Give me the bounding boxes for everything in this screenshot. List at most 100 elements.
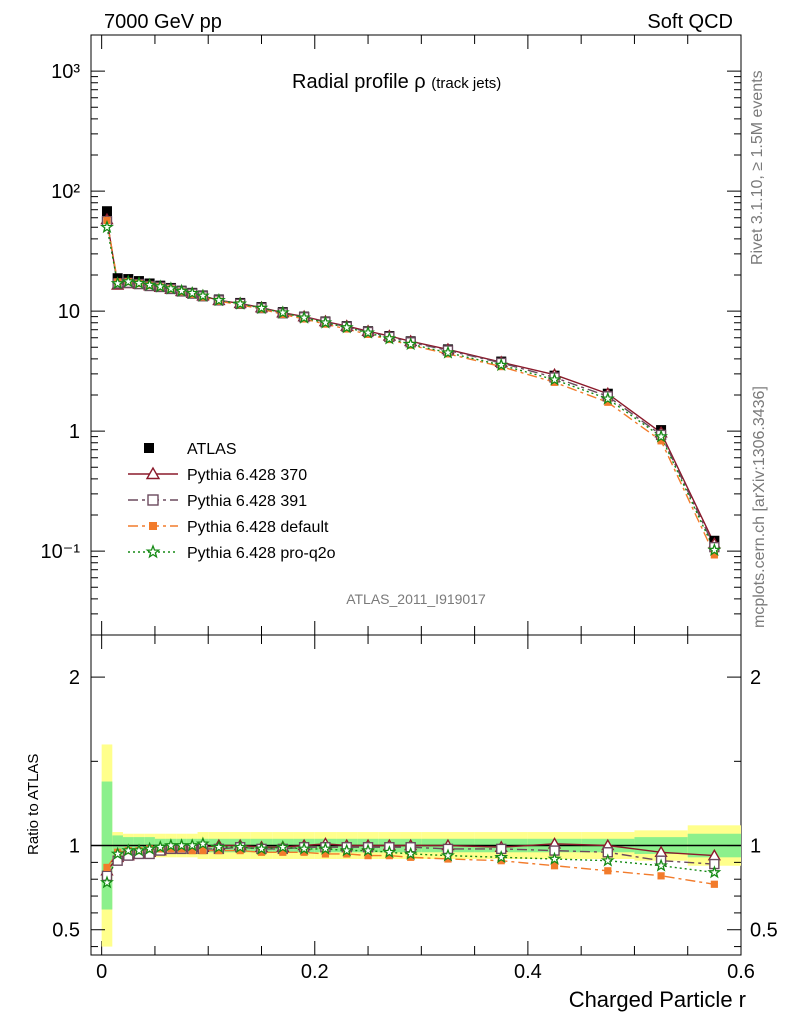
ratio-line-1 [106, 846, 715, 877]
ratio-marker-2 [710, 880, 718, 888]
legend-marker [149, 522, 157, 530]
ratio-marker-3 [494, 850, 509, 864]
series-marker-4 [441, 345, 455, 359]
series-marker-4 [707, 542, 722, 557]
header-left-label: 7000 GeV pp [104, 11, 222, 33]
ratio-marker-2 [177, 845, 186, 853]
ratio-marker-3 [254, 841, 269, 855]
ratio-marker-3 [211, 839, 226, 854]
series-marker-4 [403, 336, 418, 351]
x-axis-label: Charged Particle r [569, 987, 746, 1012]
series-marker-4 [361, 325, 375, 339]
analysis-id-label: ATLAS_2011_I919017 [346, 591, 486, 607]
series-marker-4 [153, 279, 168, 293]
series-marker-4 [185, 285, 200, 300]
legend-marker [145, 544, 161, 559]
x-tick-label: 0 [96, 961, 107, 983]
main-title-text: Radial profile ρ [292, 71, 426, 93]
series-marker-4 [100, 219, 114, 234]
series-marker-4 [121, 274, 136, 288]
ratio-plot-frame [90, 634, 742, 956]
legend-label: Pythia 6.428 370 [187, 467, 307, 484]
ratio-y-tick-label-right: 0.5 [750, 920, 778, 942]
ratio-marker-3 [110, 846, 125, 860]
x-tick-label: 0.6 [727, 961, 755, 983]
ratio-marker-2 [167, 845, 175, 853]
ratio-marker-3 [185, 838, 200, 852]
ratio-marker-2 [364, 852, 372, 860]
legend-marker-atlas [144, 443, 154, 453]
series-marker-4 [254, 300, 269, 315]
ratio-marker-2 [257, 848, 266, 856]
ratio-y-tick-label-right: 1 [750, 836, 761, 858]
ratio-y-tick-label: 1 [69, 836, 80, 858]
ratio-marker-3 [121, 843, 136, 857]
ratio-plot-area: 0.5 0.5 1 1 2 2 0 0.2 0.4 0.6 [52, 635, 778, 983]
series-marker-4 [132, 275, 146, 290]
ratio-marker-2 [657, 872, 665, 880]
series-marker-4 [275, 305, 290, 319]
ratio-marker-2 [321, 850, 330, 858]
main-title-suffix: (track jets) [431, 75, 501, 92]
series-marker-4 [174, 283, 189, 297]
series-marker-4 [339, 320, 354, 334]
series-marker-4 [297, 310, 312, 324]
series-marker-4 [318, 315, 333, 329]
series-line-2 [106, 221, 716, 548]
header-right-label: Soft QCD [647, 11, 733, 33]
ratio-y-tick-label-right: 2 [750, 667, 761, 689]
ratio-marker-2 [497, 857, 505, 865]
ratio-marker-2 [103, 863, 111, 872]
ratio-marker-3 [441, 848, 455, 862]
ratio-marker-3 [403, 846, 418, 860]
main-plot-area: 10⁻¹ 1 10 10² 10³ [41, 34, 742, 636]
ratio-marker-2 [188, 846, 196, 855]
series-line-3 [106, 220, 716, 556]
ratio-marker-3 [275, 839, 290, 854]
series-marker-4 [547, 372, 562, 386]
ratio-marker-2 [343, 850, 351, 858]
y-tick-label: 10 [58, 301, 80, 323]
ratio-marker-2 [279, 848, 287, 856]
ratio-marker-2 [199, 846, 207, 855]
series-marker-4 [494, 357, 509, 372]
legend-label: ATLAS [187, 441, 237, 458]
main-title: Radial profile ρ (track jets) [292, 71, 501, 93]
ratio-marker-2 [444, 855, 452, 863]
ratio-y-tick-label: 2 [69, 667, 80, 689]
y-tick-label: 10⁻¹ [41, 541, 81, 563]
series-marker-4 [600, 391, 615, 405]
series-marker-4 [233, 296, 248, 310]
series-marker-4 [164, 281, 178, 295]
ratio-marker-3 [100, 875, 114, 889]
atlas-data-point [101, 206, 112, 217]
ratio-marker-3 [174, 838, 189, 852]
ratio-marker-3 [132, 843, 146, 857]
y-tick-label: 10² [51, 181, 80, 203]
series-marker-3 [657, 437, 665, 445]
ratio-marker-2 [604, 867, 612, 875]
legend-label: Pythia 6.428 pro-q2o [187, 545, 336, 562]
series-marker-4 [142, 277, 157, 291]
y-tick-label: 10³ [51, 61, 80, 83]
ratio-marker-3 [164, 838, 178, 852]
y-tick-label: 1 [69, 421, 80, 443]
ratio-marker-2 [236, 846, 244, 855]
series-marker-3 [710, 551, 718, 559]
series-marker-4 [211, 293, 226, 307]
legend: ATLAS Pythia 6.428 370 Pythia 6.428 391 Pyt… [128, 441, 336, 562]
ratio-marker-3 [195, 836, 210, 850]
ratio-marker-3 [142, 841, 157, 855]
rivet-side-label: Rivet 3.1.10, ≥ 1.5M events [749, 70, 766, 265]
ratio-marker-2 [300, 848, 308, 856]
series-marker-4 [195, 288, 210, 302]
ratio-marker-3 [318, 841, 333, 855]
legend-marker [147, 494, 159, 506]
ratio-marker-3 [233, 839, 248, 854]
ratio-marker-3 [547, 851, 562, 865]
ratio-y-tick-label: 0.5 [52, 920, 80, 942]
legend-label: Pythia 6.428 391 [187, 493, 307, 510]
ratio-marker-2 [215, 846, 223, 855]
ratio-marker-2 [407, 853, 415, 861]
